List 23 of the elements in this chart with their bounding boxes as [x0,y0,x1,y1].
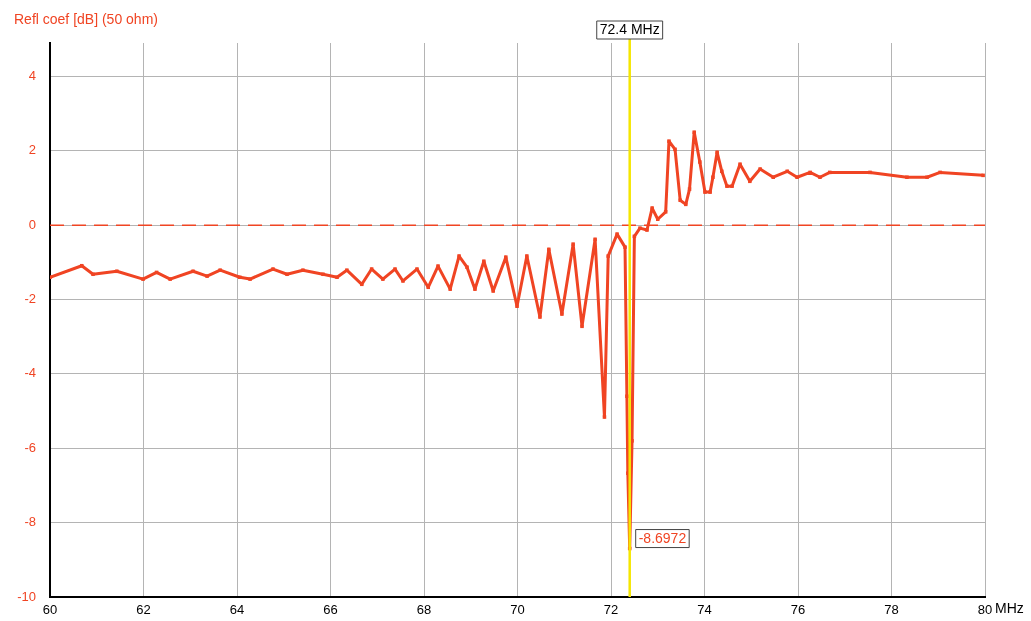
y-tick-label: 2 [28,142,36,158]
ref-line-label: 72.4 MHz [599,21,660,38]
x-tick-label: 64 [229,602,245,618]
x-tick-label: 60 [42,602,58,618]
y-tick-label: -4 [24,365,36,381]
y-tick-label: -6 [24,439,36,455]
x-tick-label: 66 [323,602,338,618]
y-tick-label: 0 [28,216,36,232]
y-tick-label: 4 [28,68,36,84]
x-tick-label: 80 [977,602,993,618]
y-tick-label: -2 [24,291,36,307]
x-tick-label: 74 [697,602,712,618]
x-tick-label: 68 [416,602,432,618]
y-axis-title: Refl coef [dB] (50 ohm) [14,10,158,27]
x-tick-label: 76 [790,602,806,618]
annotation: -8.6972 [638,529,687,546]
x-axis-title: MHz [995,599,1024,616]
y-tick-label: -8 [24,514,36,530]
x-tick-label: 72 [603,602,619,618]
y-tick-label: -10 [17,588,36,604]
x-tick-label: 78 [884,602,899,618]
x-tick-label: 70 [510,602,525,618]
x-tick-label: 62 [136,602,151,618]
